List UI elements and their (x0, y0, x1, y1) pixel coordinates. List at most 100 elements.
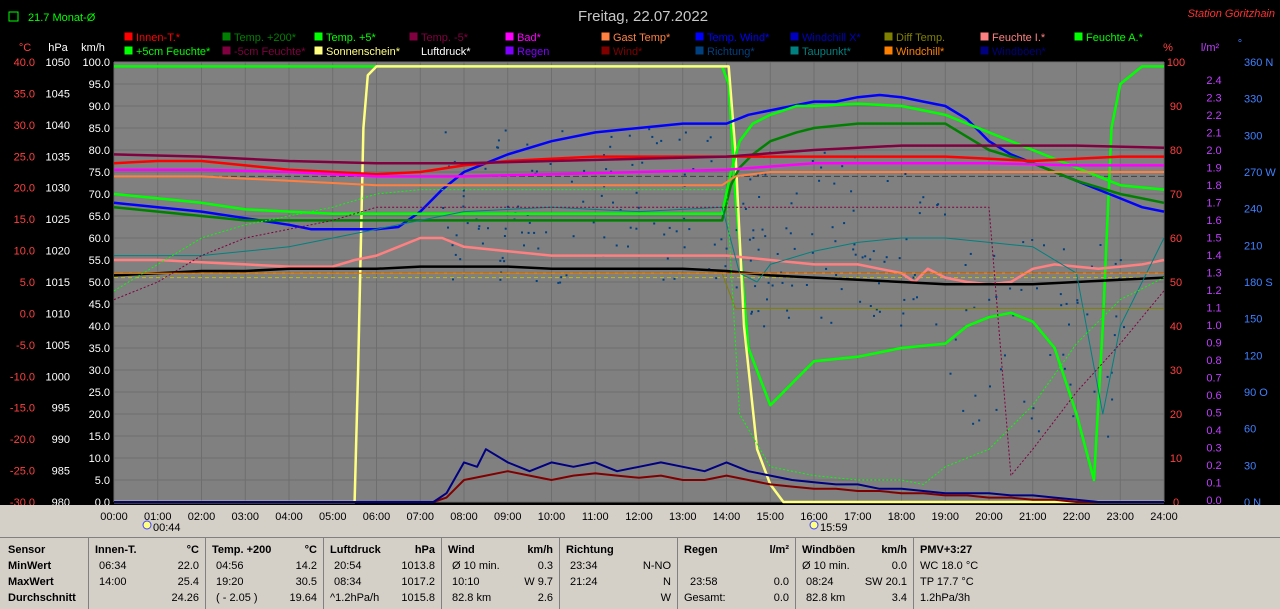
richtung-point (1004, 354, 1006, 357)
richtung-point (1023, 400, 1026, 403)
richtung-point (811, 233, 814, 236)
press-tick: 1005 (46, 340, 70, 352)
rain-tick: 0.5 (1206, 408, 1221, 420)
richtung-point (749, 259, 752, 262)
richtung-point (886, 180, 889, 182)
richtung-point (572, 235, 575, 238)
dir-tick: 270 W (1244, 167, 1276, 179)
x-tick: 10:00 (538, 511, 566, 523)
rain-tick: 0.7 (1206, 373, 1221, 385)
richtung-point (898, 257, 901, 260)
richtung-point (818, 179, 821, 182)
richtung-point (834, 240, 837, 243)
press-tick: 1045 (46, 88, 70, 100)
speed-tick: 45.0 (89, 299, 110, 311)
richtung-point (683, 217, 686, 220)
richtung-point (504, 129, 507, 132)
richtung-point (781, 281, 784, 284)
richtung-point (1093, 390, 1096, 393)
richtung-point (561, 130, 564, 133)
temp-tick: -15.0 (10, 403, 35, 415)
temp-tick: -10.0 (10, 371, 35, 383)
richtung-point (503, 260, 506, 263)
x-tick: 06:00 (363, 511, 391, 523)
richtung-point (660, 139, 663, 142)
press-unit: hPa (48, 42, 68, 54)
richtung-point (1076, 299, 1079, 302)
stats-regen-unit: l/m² (769, 544, 789, 556)
richtung-point (988, 298, 991, 301)
richtung-point (793, 247, 796, 250)
richtung-point (776, 253, 779, 255)
richtung-point (1076, 301, 1079, 304)
richtung-point (989, 385, 991, 388)
richtung-point (720, 238, 723, 241)
richtung-point (559, 281, 562, 284)
stats-wind-min: 0.3 (537, 560, 553, 572)
legend-row1-swatch-0 (123, 31, 134, 42)
rain-tick: 0.9 (1206, 338, 1221, 350)
temp-tick: 15.0 (14, 214, 35, 226)
speed-tick: 20.0 (89, 409, 110, 421)
temp-tick: 20.0 (14, 183, 35, 195)
richtung-point (752, 236, 755, 239)
legend-row2-swatch-7 (789, 45, 800, 56)
stats-regen-total: 0.0 (773, 592, 789, 604)
temp-tick: 0.0 (20, 308, 35, 320)
richtung-point (1065, 302, 1068, 305)
richtung-point (641, 161, 644, 164)
series-line-5 (113, 155, 1164, 176)
stats-innen-max: 25.4 (177, 576, 199, 588)
richtung-point (459, 258, 462, 261)
richtung-point (748, 238, 751, 241)
richtung-point (972, 422, 975, 425)
richtung-point (533, 231, 536, 234)
rain-tick: 2.2 (1206, 110, 1221, 122)
richtung-point (883, 260, 886, 263)
richtung-point (916, 296, 918, 299)
stats-druck-max-time: 08:34 (334, 576, 362, 588)
richtung-point (735, 286, 738, 289)
dir-unit: ° (1238, 38, 1242, 50)
stats-temp200-max-time: 19:20 (216, 576, 244, 588)
rain-tick: 2.3 (1206, 93, 1221, 105)
legend-row2-label-3: Luftdruck* (421, 46, 471, 58)
richtung-point (764, 173, 767, 176)
richtung-point (725, 247, 728, 250)
press-tick: 1015 (46, 277, 70, 289)
richtung-point (969, 252, 972, 255)
richtung-point (757, 248, 760, 251)
richtung-point (484, 167, 487, 170)
richtung-point (528, 221, 531, 224)
richtung-point (503, 235, 506, 237)
stats-boeen-max: SW 20.1 (864, 576, 907, 588)
richtung-point (499, 278, 502, 281)
richtung-point (758, 196, 761, 198)
richtung-point (462, 189, 465, 192)
richtung-point (462, 195, 465, 198)
richtung-point (1009, 287, 1012, 290)
stats-druck-avg: 1015.8 (401, 592, 435, 604)
press-tick: 1020 (46, 246, 70, 258)
richtung-point (1062, 353, 1065, 356)
richtung-point (763, 325, 766, 328)
richtung-point (610, 135, 613, 138)
percent-tick: 10 (1170, 453, 1182, 465)
rain-tick: 1.7 (1206, 198, 1221, 210)
rain-tick: 0.4 (1206, 425, 1221, 437)
stats-innen: Innen-T. °C 06:34 14:00 22.0 25.4 24.26 (89, 538, 206, 609)
richtung-point (835, 274, 838, 276)
x-axis: 00:00 01:00 02:00 03:00 04:00 05:00 06:00 07:00… (0, 505, 1280, 537)
rain-tick: 0.0 (1206, 495, 1221, 507)
legend-row2-label-8: Windchill* (896, 46, 945, 58)
richtung-point (962, 409, 965, 412)
legend-row1-swatch-5 (600, 31, 611, 42)
richtung-point (820, 316, 823, 319)
stats-boeen: Windböen km/h Ø 10 min. 08:24 82.8 km 0.… (796, 538, 914, 609)
stats-druck-unit: hPa (414, 544, 435, 556)
richtung-point (612, 201, 614, 204)
percent-tick: 60 (1170, 233, 1182, 245)
rain-tick: 2.1 (1206, 128, 1221, 140)
x-tick: 01:00 (144, 511, 172, 523)
stats-boeen-distance: 82.8 km (806, 592, 846, 604)
